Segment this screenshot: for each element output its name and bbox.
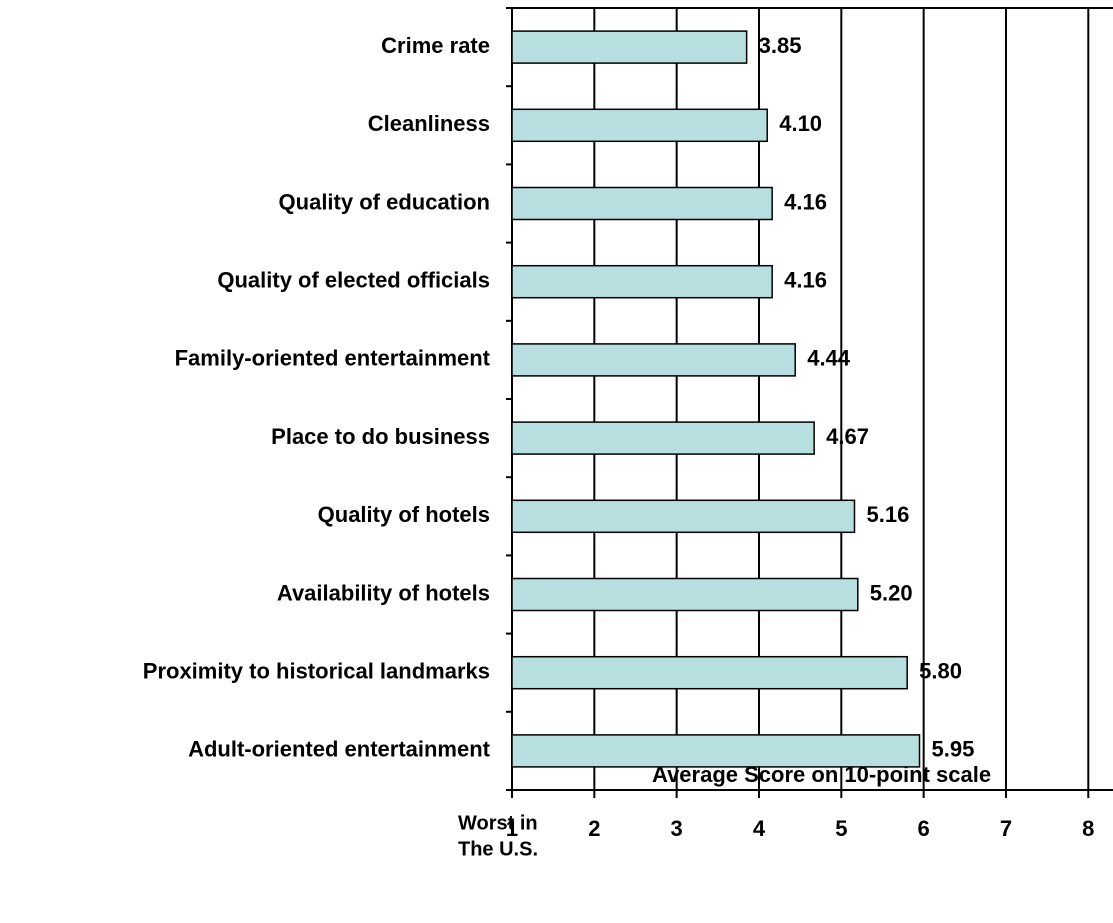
y-tick-label: Quality of education [279,189,490,214]
data-label: 3.85 [759,33,802,58]
data-label: 4.44 [807,346,851,371]
x-tick-label: 1 [506,816,518,841]
annotation: The U.S. [458,838,538,860]
bar [511,499,856,534]
x-tick-label: 2 [588,816,600,841]
y-tick-label: Proximity to historical landmarks [143,659,490,684]
data-label: 4.67 [826,424,869,449]
bar [511,264,773,299]
y-tick-label: Availability of hotels [277,580,490,605]
x-tick-label: 3 [671,816,683,841]
y-tick-label: Crime rate [381,33,490,58]
bar [511,186,773,221]
x-tick-label: 5 [835,816,847,841]
annotation: Worst in [458,812,538,834]
bar [511,30,748,64]
y-tick-label: Cleanliness [368,111,490,136]
y-tick-label: Quality of hotels [318,502,490,527]
bar [511,421,815,455]
data-label: 4.10 [779,111,822,136]
y-tick-label: Adult-oriented entertainment [188,737,491,762]
y-tick-label: Place to do business [271,424,490,449]
x-tick-label: 7 [1000,816,1012,841]
bar [511,577,859,612]
data-label: 5.20 [870,580,913,605]
bar [511,734,921,768]
bar [511,655,908,690]
x-tick-label: 8 [1082,816,1094,841]
x-tick-label: 6 [918,816,930,841]
data-label: 4.16 [784,189,827,214]
data-label: 5.16 [866,502,909,527]
data-label: 5.80 [919,659,962,684]
y-tick-label: Family-oriented entertainment [175,346,491,371]
bar [511,343,796,377]
x-tick-label: 4 [753,816,766,841]
data-label: 5.95 [932,737,975,762]
bar [511,108,768,143]
y-tick-label: Quality of elected officials [217,268,490,293]
data-label: 4.16 [784,268,827,293]
